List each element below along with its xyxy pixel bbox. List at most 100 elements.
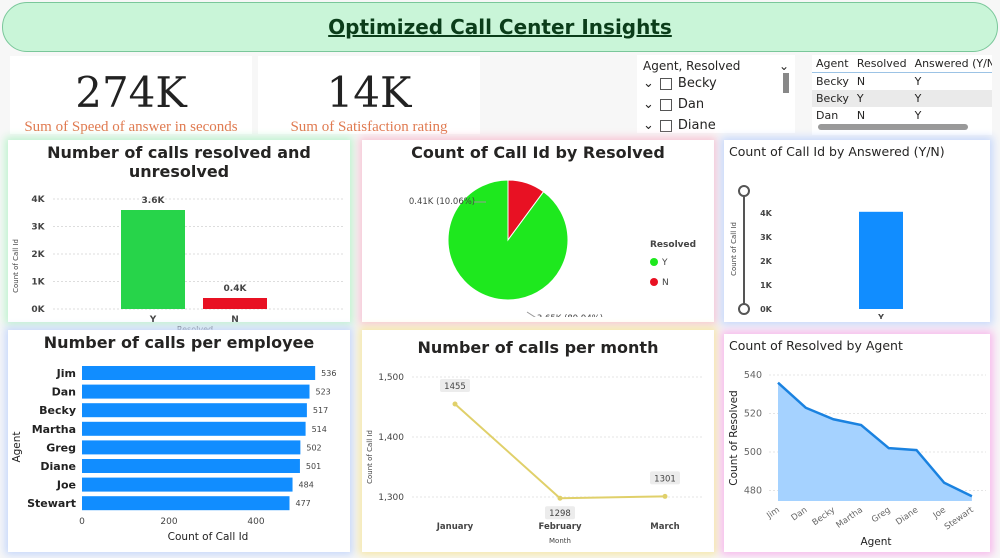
bar <box>203 298 267 309</box>
bar <box>82 496 290 511</box>
slider-handle[interactable] <box>738 303 750 315</box>
page-title: Optimized Call Center Insights <box>328 15 672 39</box>
cell: Y <box>914 75 922 88</box>
agent-slicer[interactable]: Agent, Resolved ⌄ ⌄ Becky ⌄ Dan ⌄ Diane <box>637 55 795 133</box>
slicer-scrollbar[interactable] <box>783 73 789 93</box>
column-header[interactable]: Resolved <box>856 57 907 70</box>
y-tick-label: 4K <box>760 209 773 218</box>
chart-title: Count of Resolved by Agent <box>729 338 903 353</box>
cell: Becky <box>816 75 849 88</box>
legend-marker <box>650 278 658 286</box>
x-tick-label: 0 <box>79 517 85 527</box>
x-tick-label: January <box>436 522 474 532</box>
bar <box>82 459 300 473</box>
x-tick-label: February <box>538 522 581 532</box>
chevron-down-icon[interactable]: ⌄ <box>778 59 789 73</box>
legend-title: Resolved <box>650 240 696 250</box>
x-tick-label: Becky <box>811 505 838 528</box>
x-tick-label: N <box>231 315 239 325</box>
y-axis-title: Count of Call Id <box>12 239 20 293</box>
slicer-item[interactable]: ⌄ Diane <box>643 115 789 133</box>
data-label: 0.41K (10.06%) <box>409 197 475 207</box>
slicer-item-label: Dan <box>677 97 705 112</box>
cell: Y <box>914 92 922 105</box>
chart-title: Number of calls resolved and unresolved <box>47 143 311 181</box>
answered-bar-chart: 0K1K2K3K4KYAnswered (Y/N)Count of Call I… <box>730 185 908 334</box>
slicer-item[interactable]: ⌄ Dan <box>643 94 789 115</box>
data-label: 523 <box>316 388 331 397</box>
series-line <box>454 403 666 500</box>
cell: Y <box>856 92 864 105</box>
data-label: 1301 <box>654 474 676 484</box>
slider-handle[interactable] <box>738 185 750 197</box>
x-tick-label: Diane <box>894 505 920 527</box>
y-tick-label: Dan <box>52 386 76 399</box>
data-label: 536 <box>321 369 336 378</box>
y-axis-title: Agent <box>11 431 23 462</box>
chart-card-pie: Count of Call Id by Resolved 0.41K (10.06… <box>362 140 714 324</box>
table-row: Becky N Y <box>812 73 992 91</box>
bar <box>121 210 185 309</box>
data-label: 502 <box>306 443 321 452</box>
kpi-label: Sum of Speed of answer in seconds <box>24 119 238 135</box>
checkbox[interactable] <box>659 98 672 111</box>
data-label-bg <box>650 471 680 485</box>
y-tick-label: 1K <box>760 281 773 290</box>
data-label: 514 <box>312 425 327 434</box>
bar <box>82 366 316 380</box>
pie-slice <box>447 179 569 301</box>
slicer-item[interactable]: ⌄ Becky <box>643 73 789 94</box>
x-axis-title: Month <box>549 537 571 545</box>
y-tick-label: 1,500 <box>378 373 404 383</box>
y-tick-label: 4K <box>31 195 45 205</box>
x-tick-label: Stewart <box>943 505 976 532</box>
y-tick-label: 480 <box>744 486 762 497</box>
data-label: 501 <box>306 462 321 471</box>
checkbox[interactable] <box>659 77 672 90</box>
y-tick-label: 2K <box>31 250 45 260</box>
cell: N <box>856 109 866 122</box>
cell: Becky <box>816 92 849 105</box>
x-tick-label: Joe <box>931 505 948 521</box>
table-row: Dan N Y <box>812 107 992 124</box>
expand-chevron-icon[interactable]: ⌄ <box>643 97 654 112</box>
x-tick-label: 200 <box>160 517 177 527</box>
chart-title: Count of Call Id by Answered (Y/N) <box>729 144 945 159</box>
y-tick-label: 520 <box>744 409 762 420</box>
cell: Dan <box>816 109 839 122</box>
slicer-item-label: Diane <box>677 118 716 133</box>
y-tick-label: Greg <box>46 441 76 454</box>
y-tick-label: 2K <box>760 257 773 266</box>
expand-chevron-icon[interactable]: ⌄ <box>643 76 654 91</box>
data-label: 1298 <box>549 509 571 519</box>
x-tick-label: Jim <box>764 505 781 521</box>
x-axis-title: Resolved <box>177 325 213 334</box>
expand-chevron-icon[interactable]: ⌄ <box>643 118 654 133</box>
data-label: 1455 <box>444 382 466 392</box>
x-tick-label: Y <box>877 313 884 319</box>
chart-card-month: Number of calls per month 1,300 1,400 1,500… <box>362 330 714 552</box>
y-tick-label: Martha <box>32 423 76 436</box>
column-header[interactable]: Answered (Y/N) <box>914 57 992 70</box>
x-axis-title: Agent <box>860 536 891 548</box>
chart-card-employee: Number of calls per employee Jim 536 Dan 523… <box>8 330 350 552</box>
data-point <box>452 401 458 407</box>
x-tick-label: March <box>650 522 679 532</box>
column-header[interactable]: Agent <box>816 57 849 70</box>
y-tick-label: 1K <box>31 278 45 288</box>
x-tick-label: Martha <box>835 505 865 530</box>
data-table: Agent Resolved Answered (Y/N) Becky N Y Beck… <box>812 55 992 135</box>
resolved-pie-chart: 0.41K (10.06%) 3.65K (89.94%) Resolved YN <box>409 179 696 324</box>
y-tick-label: 1,400 <box>378 433 404 443</box>
y-tick-label: 500 <box>744 447 762 458</box>
legend-marker <box>650 258 658 266</box>
y-tick-label: 540 <box>744 370 762 381</box>
y-axis-title: Count of Resolved <box>728 390 740 485</box>
y-tick-label: 3K <box>31 223 45 233</box>
kpi-label: Sum of Satisfaction rating <box>290 119 448 135</box>
checkbox[interactable] <box>659 119 672 132</box>
cell: Y <box>914 109 922 122</box>
bar <box>82 477 293 492</box>
table-horizontal-scrollbar[interactable] <box>818 124 968 130</box>
